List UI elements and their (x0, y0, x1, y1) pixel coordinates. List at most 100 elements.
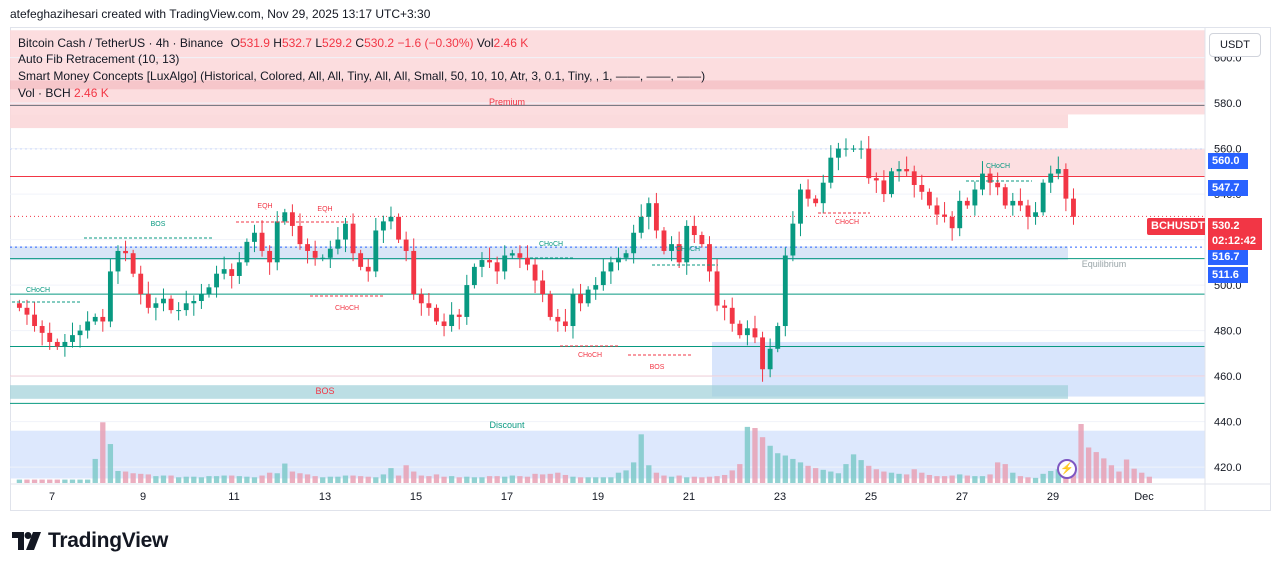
candle-body (1010, 200, 1016, 206)
candle-body (335, 239, 341, 249)
candle-body (889, 171, 894, 195)
candle-body (608, 262, 614, 272)
candle-body (744, 328, 750, 336)
candle-body (843, 148, 849, 150)
candle-body (289, 212, 295, 226)
candle-body (1048, 173, 1054, 183)
volume-bar (1146, 476, 1152, 483)
y-tick-label: 480.0 (1214, 326, 1242, 338)
x-tick-label: 7 (49, 491, 55, 503)
volume-bar (562, 474, 569, 483)
candle-body (904, 169, 910, 172)
volume-bar (797, 462, 804, 483)
volume-bar (714, 476, 720, 483)
premium-zone-lower (10, 89, 1205, 115)
candle-body (517, 253, 523, 258)
volume-indicator-name: Vol · BCH (18, 86, 71, 100)
candle-body (911, 171, 917, 185)
candle-body (714, 271, 720, 306)
fib-indicator-legend[interactable]: Auto Fib Retracement (10, 13) (18, 52, 180, 66)
volume-bar (380, 474, 387, 483)
smc-indicator-legend[interactable]: Smart Money Concepts [LuxAlgo] (Historic… (18, 69, 706, 83)
candle-body (77, 330, 83, 336)
candle-body (540, 280, 546, 295)
candle-body (691, 225, 697, 236)
discount-block (10, 385, 1068, 399)
volume-bar (615, 472, 622, 483)
volume-bar (441, 476, 447, 483)
chart-frame (10, 27, 1271, 511)
tradingview-logo-icon (12, 532, 41, 550)
volume-bar (418, 475, 424, 483)
volume-indicator-legend[interactable]: Vol · BCH 2.46 K (18, 86, 109, 100)
candle-body (274, 221, 280, 263)
discount-label: Discount (489, 420, 525, 430)
volume-bar (630, 462, 637, 483)
candle-body (191, 301, 197, 304)
candle-body (206, 287, 212, 295)
candle-body (183, 303, 189, 311)
low-label: L (315, 36, 323, 50)
structure-label-3: EQH (317, 206, 332, 213)
volume-bar (1139, 472, 1145, 483)
candle-body (297, 225, 303, 245)
volume-bar (850, 454, 857, 483)
symbol-legend: Bitcoin Cash / TetherUS · 4h · Binance O… (18, 36, 528, 50)
candle-body (699, 235, 705, 245)
candle-body (39, 326, 45, 333)
volume-bar (92, 458, 98, 483)
volume-bar (676, 475, 682, 483)
candle-body (168, 298, 174, 311)
candle-body (70, 335, 75, 342)
y-tick-label: 600.0 (1214, 53, 1242, 65)
flash-icon[interactable]: ⚡ (1057, 459, 1077, 479)
volume-bar (31, 479, 38, 483)
volume-bar (964, 475, 970, 483)
currency-button[interactable]: USDT (1209, 33, 1261, 57)
volume-bar (145, 474, 151, 483)
volume-bar (229, 475, 235, 483)
volume-bar (623, 470, 629, 483)
candle-body (176, 310, 182, 312)
candle-body (464, 285, 470, 317)
candle-body (85, 321, 91, 331)
volume-bar (517, 476, 523, 483)
candle-body (32, 314, 37, 327)
tradingview-logo: TradingView (12, 529, 168, 553)
candle-body (760, 337, 765, 370)
volume-bar (532, 473, 538, 483)
candle-body (570, 294, 576, 327)
volume-bar (888, 472, 895, 483)
candle-body (479, 260, 485, 267)
volume-bar (342, 475, 349, 483)
vol-value: 2.46 K (493, 36, 529, 50)
volume-bar (699, 477, 705, 483)
structure-label-6: CHoCH (578, 352, 602, 359)
candle-body (1071, 198, 1076, 217)
volume-bar (130, 473, 136, 483)
volume-bar (206, 476, 212, 483)
volume-bar (183, 476, 189, 483)
volume-bar (903, 474, 910, 483)
volume-bar (1085, 447, 1092, 483)
structure-label-0: CHoCH (26, 287, 50, 294)
volume-bar (115, 470, 121, 483)
volume-bar (266, 472, 273, 483)
volume-bar (873, 469, 879, 483)
candle-body (684, 225, 690, 263)
candle-body (722, 305, 728, 308)
volume-bar (805, 465, 811, 483)
volume-bar (494, 476, 500, 483)
candle-body (851, 148, 856, 150)
price-tag-560: 560.0 (1208, 153, 1248, 169)
volume-bar (198, 477, 205, 483)
candle-body (646, 203, 652, 217)
candle-body (661, 230, 667, 251)
volume-bar (297, 473, 303, 483)
volume-bar (388, 468, 394, 483)
candle-body (312, 250, 318, 258)
candle-body (388, 216, 394, 222)
volume-bar (896, 473, 902, 483)
candle-body (949, 216, 955, 229)
